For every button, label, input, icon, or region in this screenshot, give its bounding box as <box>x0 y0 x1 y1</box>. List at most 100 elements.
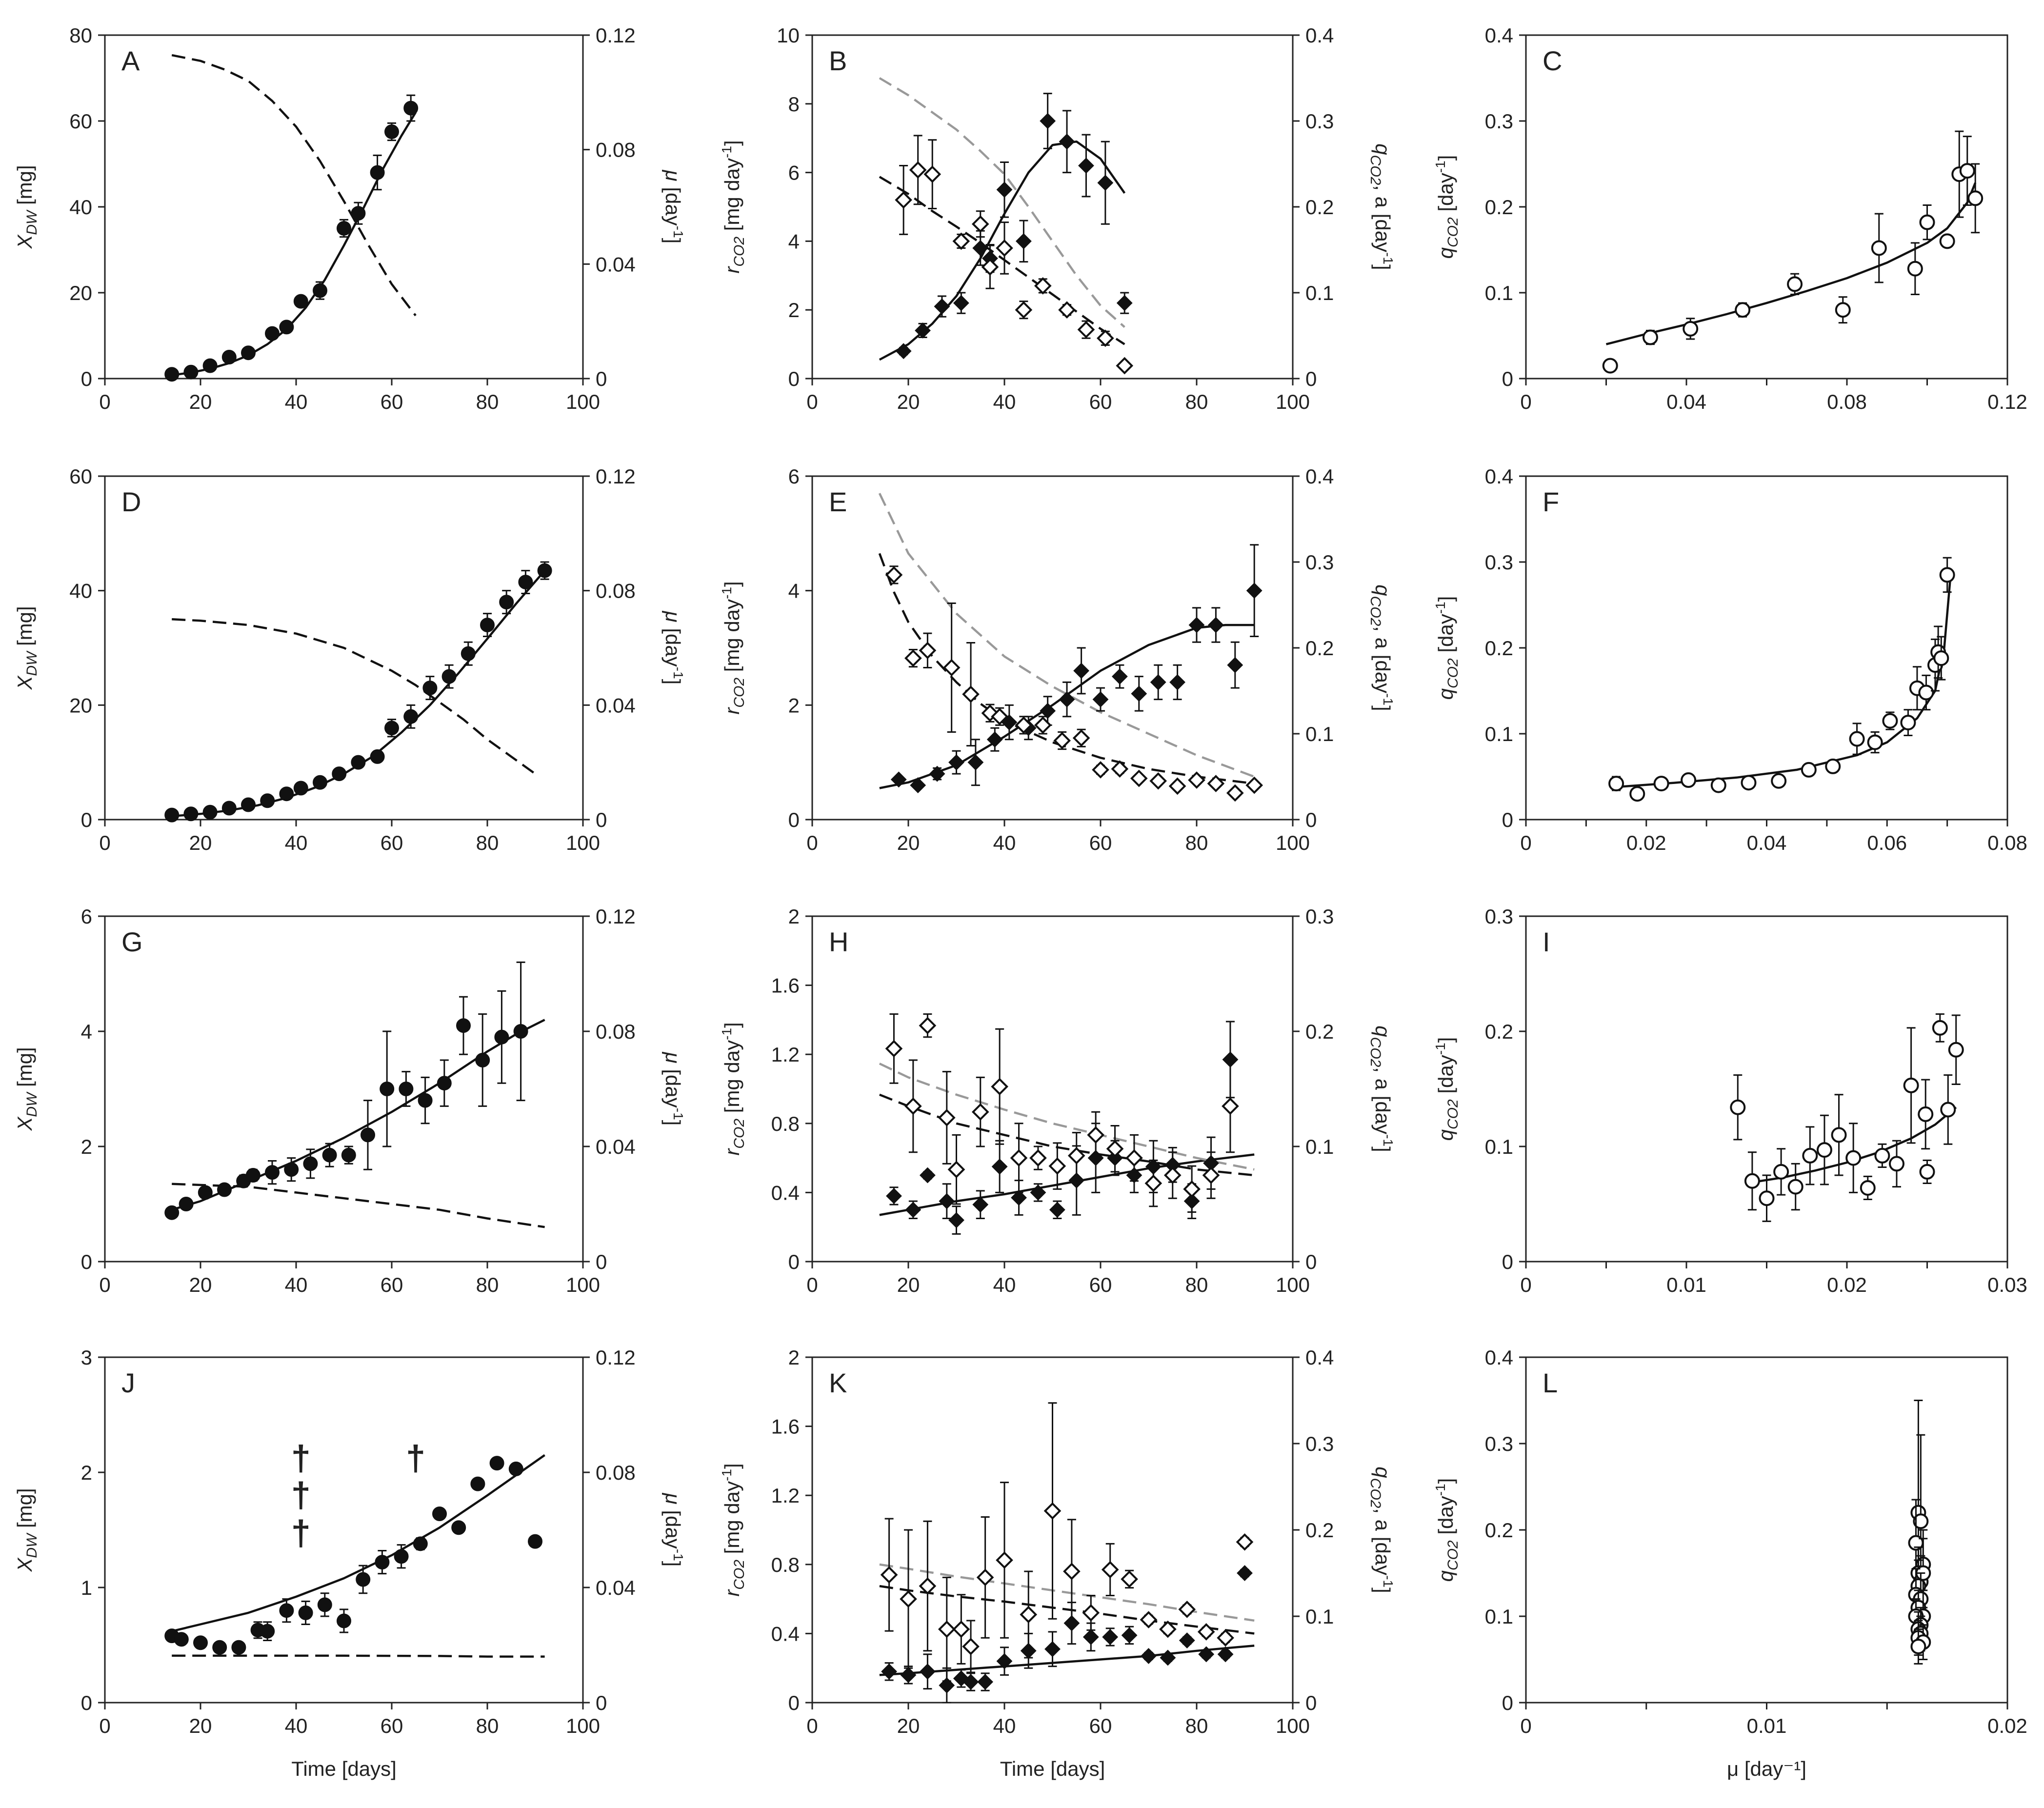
data-point <box>279 786 294 802</box>
data-point <box>494 1029 509 1045</box>
data-point <box>384 721 399 736</box>
y-tick-label: 0.3 <box>1485 551 1513 574</box>
y2-tick-label: 0.4 <box>1305 465 1334 488</box>
y-tick-label: 0 <box>788 367 800 390</box>
data-point <box>1106 1140 1124 1158</box>
data-point <box>1044 1641 1061 1657</box>
data-point <box>1787 1179 1804 1195</box>
x-tick-label: 20 <box>189 1714 212 1737</box>
plot-frame <box>811 915 1294 1263</box>
y-axis-label-close: ] <box>721 1022 743 1028</box>
y-tick-label: 0.4 <box>1485 465 1513 488</box>
x-tick-label: 20 <box>897 1273 920 1296</box>
y-axis-label: qCO2 [day-1] <box>1433 1037 1461 1141</box>
data-point <box>375 1555 390 1570</box>
data-point <box>1940 1102 1956 1118</box>
x-tick-label: 0.01 <box>1747 1714 1787 1737</box>
y-tick-label: 0.4 <box>1485 24 1513 47</box>
plot-frame <box>104 34 584 380</box>
x-tick-label: 0 <box>99 831 110 854</box>
data-point <box>1082 1604 1100 1622</box>
data-point <box>1939 567 1955 583</box>
data-point <box>909 161 927 179</box>
y2-tick-label: 0.12 <box>596 24 636 47</box>
y2-tick-label: 0.04 <box>596 1576 636 1599</box>
data-point <box>1010 1149 1028 1167</box>
data-point <box>432 1506 447 1521</box>
data-point <box>1144 1174 1162 1192</box>
y2-axis-label-symbol: μ <box>661 1052 684 1064</box>
data-point <box>1102 1629 1119 1645</box>
x-tick-label: 0 <box>99 390 110 413</box>
data-point <box>313 283 327 298</box>
y-axis-label: rCO2 [mg day-1] <box>719 1463 747 1596</box>
y2-tick-label: 0.08 <box>596 1020 636 1043</box>
data-point <box>528 1534 542 1549</box>
data-point <box>1227 657 1243 673</box>
data-point <box>1967 190 1984 206</box>
y2-axis-label: μ [day-1] <box>661 611 686 685</box>
data-point <box>1121 1570 1138 1588</box>
dagger-marker: † <box>406 1439 425 1478</box>
y2-axis-label: qCO2, a [day-1] <box>1367 584 1396 711</box>
x-tick-label: 60 <box>1089 390 1112 413</box>
x-axis-label: Time [days] <box>1000 1757 1105 1780</box>
y-tick-label: 80 <box>69 24 92 47</box>
x-tick-label: 0 <box>1520 1273 1531 1296</box>
y2-tick-label: 0.12 <box>596 1346 636 1369</box>
y-tick-label: 0 <box>81 1691 92 1714</box>
x-tick-label: 0 <box>99 1273 110 1296</box>
data-point <box>341 1147 356 1163</box>
data-point <box>947 1161 965 1179</box>
plot-frame <box>104 1356 584 1704</box>
x-tick-label: 60 <box>381 1273 403 1296</box>
x-tick-label: 40 <box>993 1273 1016 1296</box>
y-axis-label: rCO2 [mg day-1] <box>719 140 747 273</box>
x-tick-label: 20 <box>897 831 920 854</box>
y-tick-label: 2 <box>788 905 800 928</box>
y-tick-label: 0 <box>81 1250 92 1273</box>
y2-tick-label: 0.2 <box>1305 1519 1334 1542</box>
y-axis-label: XDW [mg] <box>13 1488 40 1572</box>
data-point <box>977 1674 994 1690</box>
data-point <box>337 1613 351 1628</box>
x-tick-label: 20 <box>897 390 920 413</box>
data-point <box>537 563 552 578</box>
x-tick-label: 60 <box>381 831 403 854</box>
data-point <box>1919 214 1935 230</box>
chart-H: 0 20 40 60 80 10000.40.81.21.6200.10.20.3rCO2… <box>719 905 1396 1296</box>
y2-tick-label: 0.08 <box>596 580 636 603</box>
x-axis-label: μ [day⁻¹] <box>1727 1757 1806 1780</box>
y-tick-label: 6 <box>81 905 92 928</box>
series-line-biomass-fit <box>171 1454 545 1632</box>
y2-axis-label: μ [day-1] <box>661 1052 686 1126</box>
x-tick-label: 80 <box>476 1714 499 1737</box>
x-tick-label: 100 <box>566 831 600 854</box>
data-point <box>1097 329 1114 347</box>
y2-tick-label: 0.3 <box>1305 905 1334 928</box>
y-tick-label: 0 <box>788 1250 800 1273</box>
panel-letter: H <box>829 926 848 957</box>
y-axis-label-units: [mg day <box>721 158 743 237</box>
x-tick-label: 0 <box>99 1714 110 1737</box>
plot-frame <box>1525 34 2008 380</box>
y2-tick-label: 0.4 <box>1305 1346 1334 1369</box>
data-point <box>1871 240 1887 256</box>
y-tick-label: 6 <box>788 465 800 488</box>
x-tick-label: 60 <box>1089 1714 1112 1737</box>
data-point <box>1040 703 1056 719</box>
y-tick-label: 0.4 <box>1485 1346 1513 1369</box>
y2-axis-label-symbol: q <box>1371 584 1394 596</box>
y-axis-label-subscript: CO2 <box>731 678 747 708</box>
data-point <box>1835 302 1851 318</box>
x-tick-label: 0.02 <box>1626 831 1666 854</box>
y2-tick-label: 0.04 <box>596 1135 636 1158</box>
data-point <box>1015 233 1032 249</box>
data-point <box>1910 1638 1926 1654</box>
data-point <box>1030 1184 1046 1201</box>
series-line-a-fit <box>878 493 1255 778</box>
y2-axis-label-superscript: -1 <box>671 226 686 238</box>
panel-letter: F <box>1543 486 1559 517</box>
series-line-fit <box>1745 1106 1957 1185</box>
